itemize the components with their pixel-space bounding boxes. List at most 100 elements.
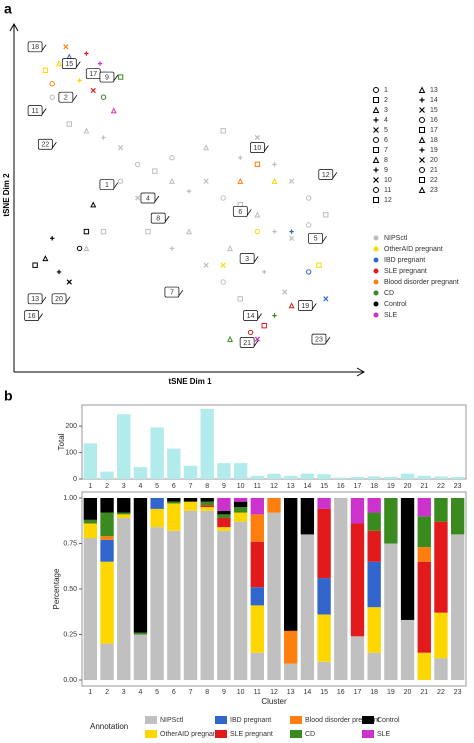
x-tick-label: 8: [205, 483, 209, 490]
scatter-point: [282, 289, 288, 295]
bar-segment: [267, 498, 281, 513]
x-tick-label: 19: [387, 483, 395, 490]
bar-segment: [250, 514, 264, 542]
annotation-label: 16: [28, 313, 36, 320]
scatter-point: [42, 255, 49, 262]
scatter-point: [227, 335, 234, 342]
scatter-point: [97, 61, 103, 66]
legend-label: 2: [384, 97, 388, 104]
x-tick-label: 23: [454, 689, 462, 696]
bar-segment: [83, 538, 98, 680]
scatter-point: [220, 128, 226, 134]
legend-symbol: [419, 157, 425, 163]
legend-symbol: [373, 97, 379, 103]
scatter-point: [169, 246, 175, 251]
x-tick-label: 20: [404, 483, 412, 490]
scatter-point: [220, 279, 226, 285]
bar: [334, 477, 348, 479]
scatter-point: [288, 178, 295, 184]
x-tick-label: 4: [138, 689, 142, 696]
legend-label: 3: [384, 107, 388, 114]
annotation-box: [58, 91, 74, 103]
x-tick-label: 15: [320, 689, 328, 696]
bar-segment: [434, 521, 448, 613]
scatter-point: [203, 178, 209, 184]
x-tick-label: 20: [404, 689, 412, 696]
legend-label: 7: [384, 147, 388, 154]
annotation-box: [164, 286, 180, 298]
x-tick-label: 3: [122, 483, 126, 490]
x-tick-label: 3: [122, 689, 126, 696]
y-axis-title: Total: [57, 433, 66, 450]
legend-label: SLE pregnant: [230, 731, 273, 738]
scatter-point: [323, 212, 329, 218]
scatter-point: [100, 94, 107, 100]
bar-segment: [150, 498, 164, 509]
legend-label: 5: [384, 127, 388, 134]
legend-swatch: [373, 279, 379, 285]
bar-segment: [183, 501, 198, 511]
bar-segment: [400, 619, 415, 680]
x-tick-label: 22: [437, 689, 445, 696]
bar-segment: [317, 661, 331, 680]
bar-segment: [350, 523, 365, 637]
annotation-label: 8: [156, 216, 160, 223]
bar-segment: [100, 536, 114, 540]
scatter-point: [110, 107, 117, 114]
bar-segment: [317, 614, 331, 662]
bar-segment: [417, 547, 431, 562]
scatter-point: [117, 178, 124, 184]
bar-segment: [367, 607, 381, 653]
legend-label: 18: [430, 137, 438, 144]
x-tick-label: 18: [370, 483, 378, 490]
legend-swatch: [362, 730, 374, 738]
legend-symbol: [418, 86, 426, 93]
bar-segment: [200, 498, 214, 502]
y-tick-label: 0.00: [63, 677, 77, 684]
bar-segment: [133, 632, 148, 635]
x-tick-label: 23: [454, 483, 462, 490]
scatter-point: [84, 51, 89, 56]
bar-segment: [217, 527, 231, 531]
bar-segment: [133, 634, 148, 680]
x-axis-title: tSNE Dim 1: [168, 377, 212, 386]
arrow-head: [356, 367, 366, 377]
legend-symbol: [419, 127, 425, 133]
scatter-point: [117, 74, 124, 80]
scatter-point: [101, 135, 106, 140]
legend-swatch: [373, 301, 379, 307]
x-tick-label: 18: [370, 689, 378, 696]
bar-segment: [200, 507, 214, 511]
scatter-point: [100, 228, 107, 235]
scatter-point: [288, 302, 295, 309]
bar-segment: [233, 507, 248, 513]
bar: [217, 463, 231, 479]
scatter-point: [77, 78, 82, 83]
bar-segment: [233, 521, 248, 680]
annotation-box: [27, 105, 43, 116]
bar-segment: [100, 561, 114, 644]
scatter-point: [261, 322, 267, 329]
y-tick-label: 1.00: [63, 495, 77, 502]
y-axis-title: Percentage: [52, 568, 61, 609]
bar-segment: [117, 498, 131, 513]
annotation-label: 14: [247, 313, 255, 320]
annotation-box: [24, 310, 40, 321]
scatter-point: [168, 177, 175, 184]
y-tick-label: 0.25: [63, 631, 77, 638]
x-tick-label: 11: [254, 689, 261, 696]
annotation-label: 21: [243, 340, 251, 347]
x-tick-label: 14: [303, 483, 311, 490]
bar-segment: [350, 498, 365, 524]
legend-label: 8: [384, 157, 388, 164]
bar-segment: [317, 508, 331, 579]
bar-segment: [233, 501, 248, 508]
legend-label: 13: [430, 87, 438, 94]
annotation-label: 11: [31, 108, 38, 115]
legend-symbol: [419, 97, 425, 103]
legend-swatch: [362, 716, 374, 724]
bar: [367, 476, 381, 479]
x-tick-label: 5: [155, 483, 159, 490]
x-tick-label: 15: [320, 483, 328, 490]
